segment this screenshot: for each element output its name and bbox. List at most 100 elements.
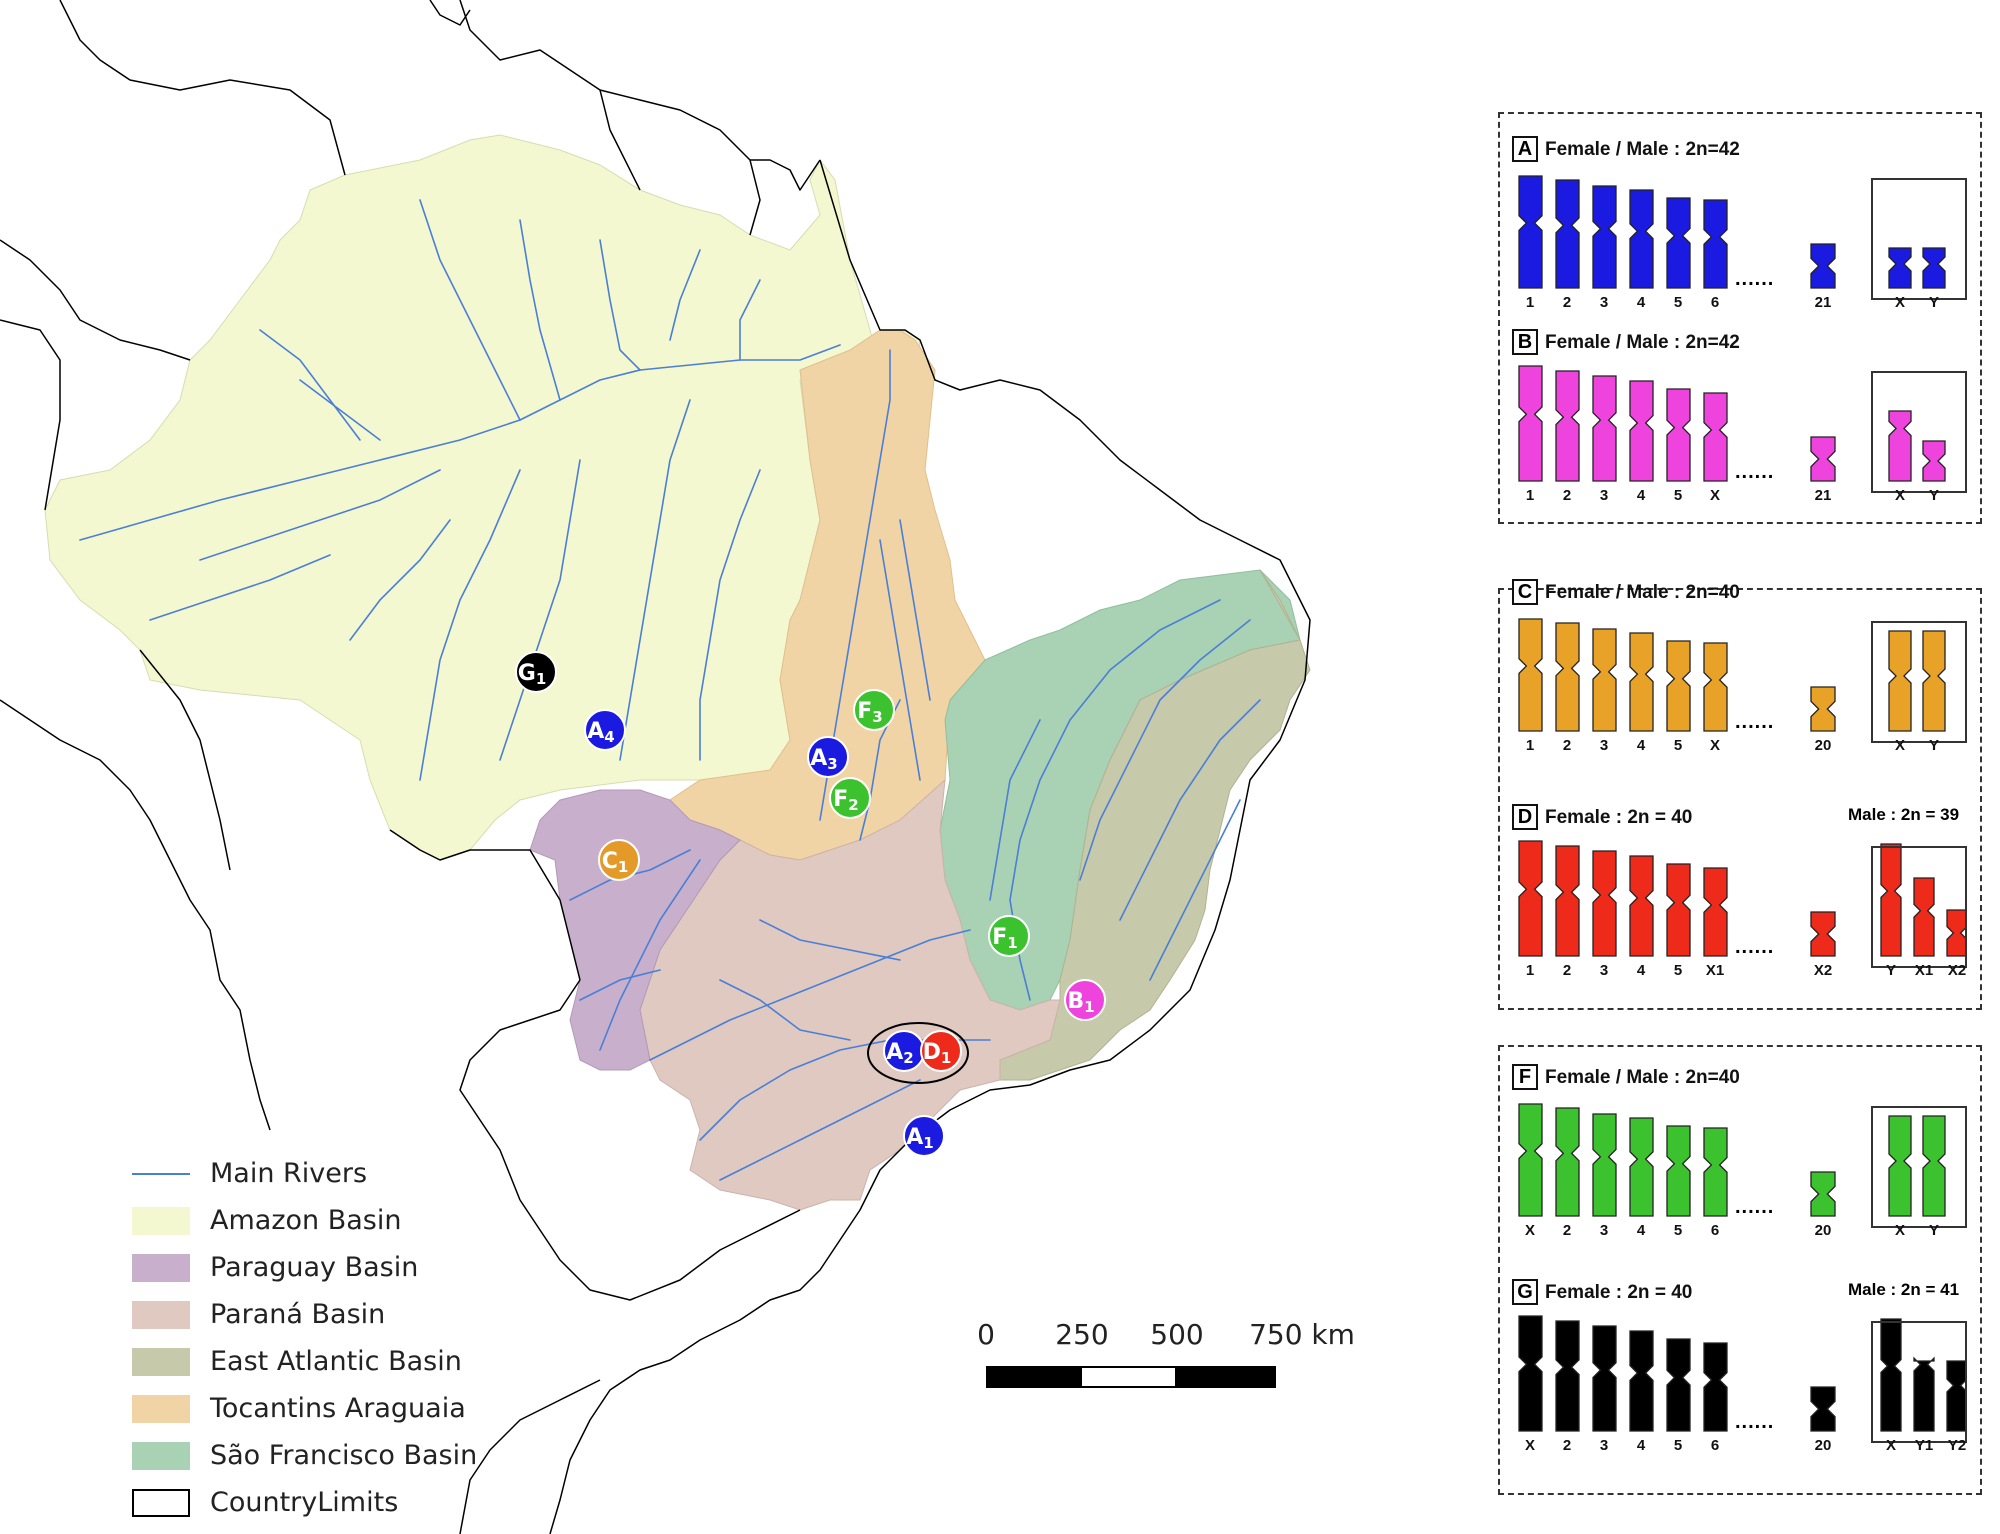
site-marker-A3: A3 <box>807 736 849 778</box>
sex-chromosome <box>1888 1115 1912 1217</box>
chromosome-number: 21 <box>1814 487 1832 504</box>
country-limits <box>0 0 1311 1534</box>
sex-chromosome-box <box>1871 1321 1967 1443</box>
legend-swatch <box>132 1347 190 1376</box>
chromosome-number: 4 <box>1636 1222 1646 1239</box>
chromosome <box>1592 1113 1617 1217</box>
scale-label-750: 750 km <box>1249 1318 1355 1351</box>
chromosome <box>1810 1171 1836 1217</box>
legend-item: Paraná Basin <box>132 1291 462 1338</box>
sex-chromosome <box>1888 247 1912 289</box>
chromosome-number: 1 <box>1525 487 1535 504</box>
karyotype-panel-cd <box>1498 588 1982 1010</box>
site-group-ring <box>867 1022 969 1084</box>
sex-chromosome-label: X1 <box>1914 962 1934 979</box>
chromosome <box>1518 618 1543 732</box>
ellipsis: ...... <box>1735 936 1775 958</box>
sex-chromosome-label: Y <box>1928 1222 1940 1239</box>
chromosome <box>1555 370 1580 482</box>
chromosome-number: 20 <box>1814 737 1832 754</box>
chromosome-number: 3 <box>1599 294 1609 311</box>
ellipsis: ...... <box>1735 461 1775 483</box>
karyotype-ideogram <box>1518 840 1965 957</box>
chromosome-number: 4 <box>1636 737 1646 754</box>
sex-chromosome-label: Y <box>1928 737 1940 754</box>
chromosome <box>1518 840 1543 957</box>
site-label: B1 <box>1067 989 1094 1016</box>
legend-swatch <box>132 1253 190 1282</box>
chromosome-number: 5 <box>1673 1437 1683 1454</box>
scale-label-0: 0 <box>977 1318 995 1351</box>
chromosome-number: 21 <box>1814 294 1832 311</box>
site-marker-A1: A1 <box>903 1115 945 1157</box>
karyotype-panel-ab <box>1498 112 1982 524</box>
chromosome-number: 6 <box>1710 1437 1720 1454</box>
karyotype-title: Female / Male : 2n=42 <box>1545 332 1740 353</box>
chromosome-number: 5 <box>1673 962 1683 979</box>
chromosome <box>1555 622 1580 732</box>
chromosome <box>1666 1125 1691 1217</box>
chromosome <box>1629 855 1654 957</box>
site-label: C1 <box>602 849 629 876</box>
sex-chromosome-box <box>1871 846 1967 968</box>
chromosome <box>1555 179 1580 289</box>
legend-swatch <box>132 1172 190 1175</box>
chromosome-number: X <box>1524 1437 1536 1454</box>
sex-chromosome <box>1888 410 1912 482</box>
chromosome <box>1810 243 1836 289</box>
sex-chromosome-label: X2 <box>1947 962 1967 979</box>
chromosome <box>1810 686 1836 732</box>
chromosome <box>1666 1338 1691 1432</box>
chromosome <box>1703 1342 1728 1432</box>
chromosome <box>1555 845 1580 957</box>
site-marker-G1: G1 <box>515 651 557 693</box>
karyotype-letter: B <box>1512 329 1538 355</box>
sex-chromosome-label: Y <box>1885 962 1897 979</box>
map-legend: Main Rivers Amazon Basin Paraguay Basin Par… <box>132 1150 477 1526</box>
sex-chromosome-box <box>1871 621 1967 743</box>
chromosome-number: X <box>1709 737 1721 754</box>
legend-label: Tocantins Araguaia <box>210 1393 466 1424</box>
basin-map: G1 A4 F3 A3 F2 C1 F1 B1 A2 D1 A1 <box>0 0 1311 1534</box>
legend-item: Amazon Basin <box>132 1197 462 1244</box>
chromosome <box>1666 388 1691 482</box>
site-label: F3 <box>857 699 882 726</box>
sex-chromosome-label: Y1 <box>1914 1437 1934 1454</box>
chromosome <box>1703 642 1728 732</box>
sex-chromosome <box>1922 1115 1946 1217</box>
ellipsis: ...... <box>1735 1411 1775 1433</box>
legend-label: Main Rivers <box>210 1158 368 1189</box>
legend-swatch <box>132 1300 190 1329</box>
chromosome-number: 4 <box>1636 962 1646 979</box>
site-marker-D1: D1 <box>920 1030 962 1072</box>
karyotype-panel-fg <box>1498 1045 1982 1495</box>
chromosome-number: X2 <box>1813 962 1833 979</box>
east-atlantic-basin <box>999 569 1311 1081</box>
chromosome-number: 1 <box>1525 294 1535 311</box>
chromosome-number: 3 <box>1599 1437 1609 1454</box>
male-karyotype-title: Male : 2n = 39 <box>1848 805 1960 824</box>
legend-label: Paraguay Basin <box>210 1252 419 1283</box>
legend-swatch <box>132 1394 190 1423</box>
sex-chromosome-label: X <box>1894 737 1906 754</box>
sex-chromosome-label: Y <box>1928 294 1940 311</box>
chromosome-number: 2 <box>1562 1437 1572 1454</box>
chromosome <box>1629 1330 1654 1432</box>
chromosome-number: 20 <box>1814 1437 1832 1454</box>
site-label: A3 <box>810 746 837 773</box>
chromosome <box>1703 1127 1728 1217</box>
site-label: A2 <box>886 1040 913 1067</box>
legend-label: CountryLimits <box>210 1487 399 1518</box>
chromosome-number: 20 <box>1814 1222 1832 1239</box>
scale-segment-2 <box>1080 1366 1177 1388</box>
chromosome <box>1703 392 1728 482</box>
site-marker-A2: A2 <box>883 1030 925 1072</box>
site-label: F2 <box>833 787 858 814</box>
chromosome-number: 4 <box>1636 487 1646 504</box>
scale-segment-3 <box>1175 1366 1276 1388</box>
karyotype-ideogram <box>1518 1315 1965 1432</box>
karyotype-letter: D <box>1512 804 1538 830</box>
chromosome-number: 2 <box>1562 487 1572 504</box>
chromosome-number: 3 <box>1599 487 1609 504</box>
legend-swatch <box>132 1441 190 1470</box>
